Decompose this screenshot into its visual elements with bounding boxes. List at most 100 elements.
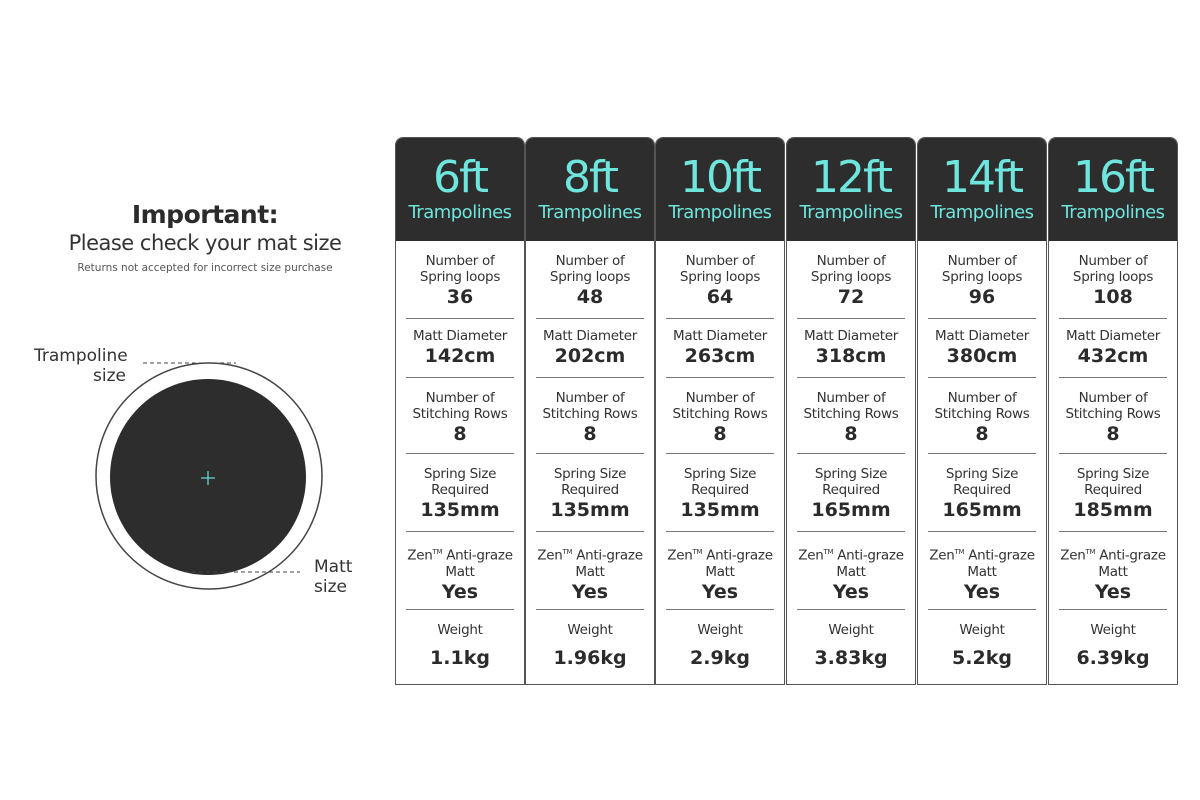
notice-title: Important: (131, 200, 279, 229)
cell-value: 72 (837, 286, 865, 308)
cell-value: 108 (1093, 286, 1133, 308)
row-label: Spring Size Required (814, 466, 888, 498)
row-label: Matt Diameter (804, 328, 898, 344)
trampolines-label: Trampolines (538, 202, 642, 223)
column-header: 10ft Trampolines (656, 138, 784, 241)
cell-value: 6.39kg (1076, 647, 1150, 669)
row-label: Weight (1090, 622, 1136, 638)
cell-matt_diameter: Matt Diameter 142cm (406, 319, 514, 378)
trampolines-label: Trampolines (1061, 202, 1165, 223)
size-label: 12ft (811, 152, 893, 203)
row-label: Number of Spring loops (679, 253, 761, 285)
cell-weight: Weight 3.83kg (797, 610, 905, 684)
cell-value: 8 (453, 423, 467, 445)
cell-value: 64 (706, 286, 734, 308)
cell-stitching_rows: Number of Stitching Rows 8 (928, 378, 1036, 454)
row-label: Matt Diameter (935, 328, 1029, 344)
cell-value: 8 (1106, 423, 1120, 445)
row-label: Spring Size Required (683, 466, 757, 498)
row-label: Matt Diameter (673, 328, 767, 344)
trampolines-label: Trampolines (799, 202, 903, 223)
cell-value: 263cm (684, 345, 756, 367)
cell-value: 2.9kg (690, 647, 750, 669)
cell-spring_loops: Number of Spring loops 72 (797, 241, 905, 319)
cell-zen: ZenTM Anti-graze Matt Yes (406, 532, 514, 610)
row-label: Weight (567, 622, 613, 638)
cell-value: 5.2kg (952, 647, 1012, 669)
cell-value: 8 (844, 423, 858, 445)
cell-value: 380cm (946, 345, 1018, 367)
row-label: ZenTM Anti-graze Matt (798, 547, 904, 580)
row-label: ZenTM Anti-graze Matt (667, 547, 773, 580)
cell-spring_loops: Number of Spring loops 36 (406, 241, 514, 319)
row-label: Spring Size Required (553, 466, 627, 498)
row-label: Number of Stitching Rows (542, 390, 638, 422)
cell-matt_diameter: Matt Diameter 263cm (666, 319, 774, 378)
cell-value: Yes (441, 580, 479, 603)
column-header: 14ft Trampolines (918, 138, 1046, 241)
column-header: 6ft Trampolines (396, 138, 524, 241)
row-label: Number of Stitching Rows (1065, 390, 1161, 422)
cell-weight: Weight 5.2kg (928, 610, 1036, 684)
cell-value: 185mm (1073, 499, 1153, 521)
column-16ft: 16ft Trampolines Number of Spring loops 108… (1048, 137, 1178, 685)
row-label: Matt Diameter (413, 328, 507, 344)
row-label: Weight (959, 622, 1005, 638)
column-8ft: 8ft Trampolines Number of Spring loops 48 Ma… (525, 137, 655, 685)
cell-stitching_rows: Number of Stitching Rows 8 (797, 378, 905, 454)
cell-value: 48 (576, 286, 604, 308)
cell-spring_size: Spring Size Required 135mm (536, 454, 644, 532)
notice-note: Returns not accepted for incorrect size … (77, 262, 333, 274)
row-label: Weight (697, 622, 743, 638)
cell-value: 36 (446, 286, 474, 308)
row-label: Number of Stitching Rows (672, 390, 768, 422)
row-label: Number of Stitching Rows (803, 390, 899, 422)
row-label: Spring Size Required (423, 466, 497, 498)
row-label: Weight (437, 622, 483, 638)
cell-spring_loops: Number of Spring loops 48 (536, 241, 644, 319)
size-label: 16ft (1073, 152, 1155, 203)
cell-stitching_rows: Number of Stitching Rows 8 (666, 378, 774, 454)
cell-zen: ZenTM Anti-graze Matt Yes (797, 532, 905, 610)
cell-value: 96 (968, 286, 996, 308)
cell-value: 1.1kg (430, 647, 490, 669)
cell-spring_size: Spring Size Required 135mm (666, 454, 774, 532)
cell-zen: ZenTM Anti-graze Matt Yes (666, 532, 774, 610)
row-label: Number of Spring loops (1072, 253, 1154, 285)
column-header: 12ft Trampolines (787, 138, 915, 241)
cell-value: Yes (832, 580, 870, 603)
trampolines-label: Trampolines (668, 202, 772, 223)
cell-value: 165mm (942, 499, 1022, 521)
notice-subtitle: Please check your mat size (68, 231, 342, 255)
cell-spring_loops: Number of Spring loops 108 (1059, 241, 1167, 319)
cell-weight: Weight 1.1kg (406, 610, 514, 684)
cell-stitching_rows: Number of Stitching Rows 8 (1059, 378, 1167, 454)
size-label: 6ft (433, 152, 489, 203)
row-label: Number of Stitching Rows (934, 390, 1030, 422)
cell-spring_loops: Number of Spring loops 64 (666, 241, 774, 319)
cell-value: 135mm (680, 499, 760, 521)
column-6ft: 6ft Trampolines Number of Spring loops 36 Ma… (395, 137, 525, 685)
cell-value: Yes (701, 580, 739, 603)
cell-value: 1.96kg (553, 647, 627, 669)
column-10ft: 10ft Trampolines Number of Spring loops 64 M… (655, 137, 785, 685)
cell-value: 202cm (554, 345, 626, 367)
cell-value: 142cm (424, 345, 496, 367)
cell-spring_size: Spring Size Required 135mm (406, 454, 514, 532)
cell-value: 432cm (1077, 345, 1149, 367)
row-label: ZenTM Anti-graze Matt (537, 547, 643, 580)
row-label: Number of Spring loops (941, 253, 1023, 285)
row-label: Spring Size Required (1076, 466, 1150, 498)
row-label: ZenTM Anti-graze Matt (407, 547, 513, 580)
cell-value: 135mm (420, 499, 500, 521)
matt-size-label: Matt size (314, 557, 353, 597)
column-12ft: 12ft Trampolines Number of Spring loops 72 M… (786, 137, 916, 685)
cell-weight: Weight 6.39kg (1059, 610, 1167, 684)
mat-size-diagram (95, 362, 323, 590)
row-label: Matt Diameter (543, 328, 637, 344)
cell-value: 8 (975, 423, 989, 445)
cell-matt_diameter: Matt Diameter 380cm (928, 319, 1036, 378)
row-label: Matt Diameter (1066, 328, 1160, 344)
cell-value: 165mm (811, 499, 891, 521)
cell-value: 135mm (550, 499, 630, 521)
